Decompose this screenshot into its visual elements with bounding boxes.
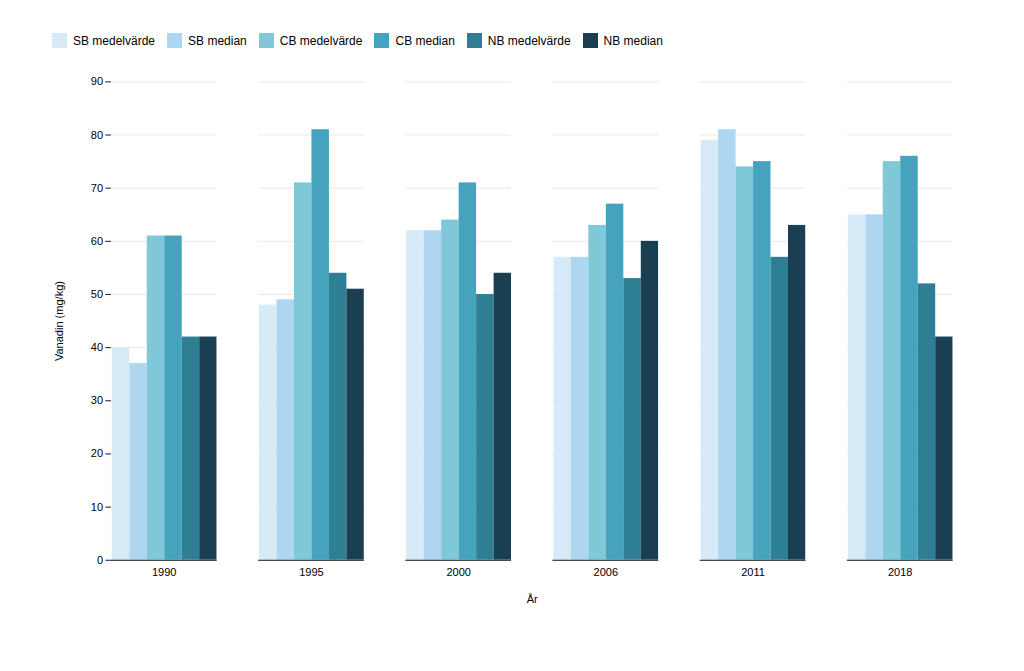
svg-text:År: År: [527, 593, 538, 605]
svg-text:2006: 2006: [594, 566, 619, 578]
svg-text:10: 10: [91, 501, 103, 513]
html-text:CB medelvärde: CB medelvärde: [279, 33, 363, 48]
html-text:CB median: CB median: [395, 33, 455, 48]
svg-text:30: 30: [91, 394, 103, 406]
html-text:SB median: SB median: [188, 33, 247, 48]
svg-text:80: 80: [91, 129, 103, 141]
svg-text:40: 40: [91, 341, 103, 353]
svg-text:0: 0: [97, 554, 103, 566]
html-text:SB medelvärde: SB medelvärde: [73, 33, 155, 48]
svg-text:70: 70: [91, 182, 103, 194]
svg-text:90: 90: [91, 75, 103, 87]
svg-text:20: 20: [91, 447, 103, 459]
svg-text:1990: 1990: [152, 566, 177, 578]
svg-text:50: 50: [91, 288, 103, 300]
svg-text:2018: 2018: [888, 566, 913, 578]
svg-text:2011: 2011: [741, 566, 765, 578]
html-text:NB median: NB median: [603, 33, 663, 48]
svg-text:Vanadin (mg/kg): Vanadin (mg/kg): [53, 281, 65, 361]
svg-text:60: 60: [91, 235, 103, 247]
svg-text:1995: 1995: [299, 566, 324, 578]
svg-text:2000: 2000: [446, 566, 471, 578]
html-text:NB medelvärde: NB medelvärde: [487, 33, 571, 48]
